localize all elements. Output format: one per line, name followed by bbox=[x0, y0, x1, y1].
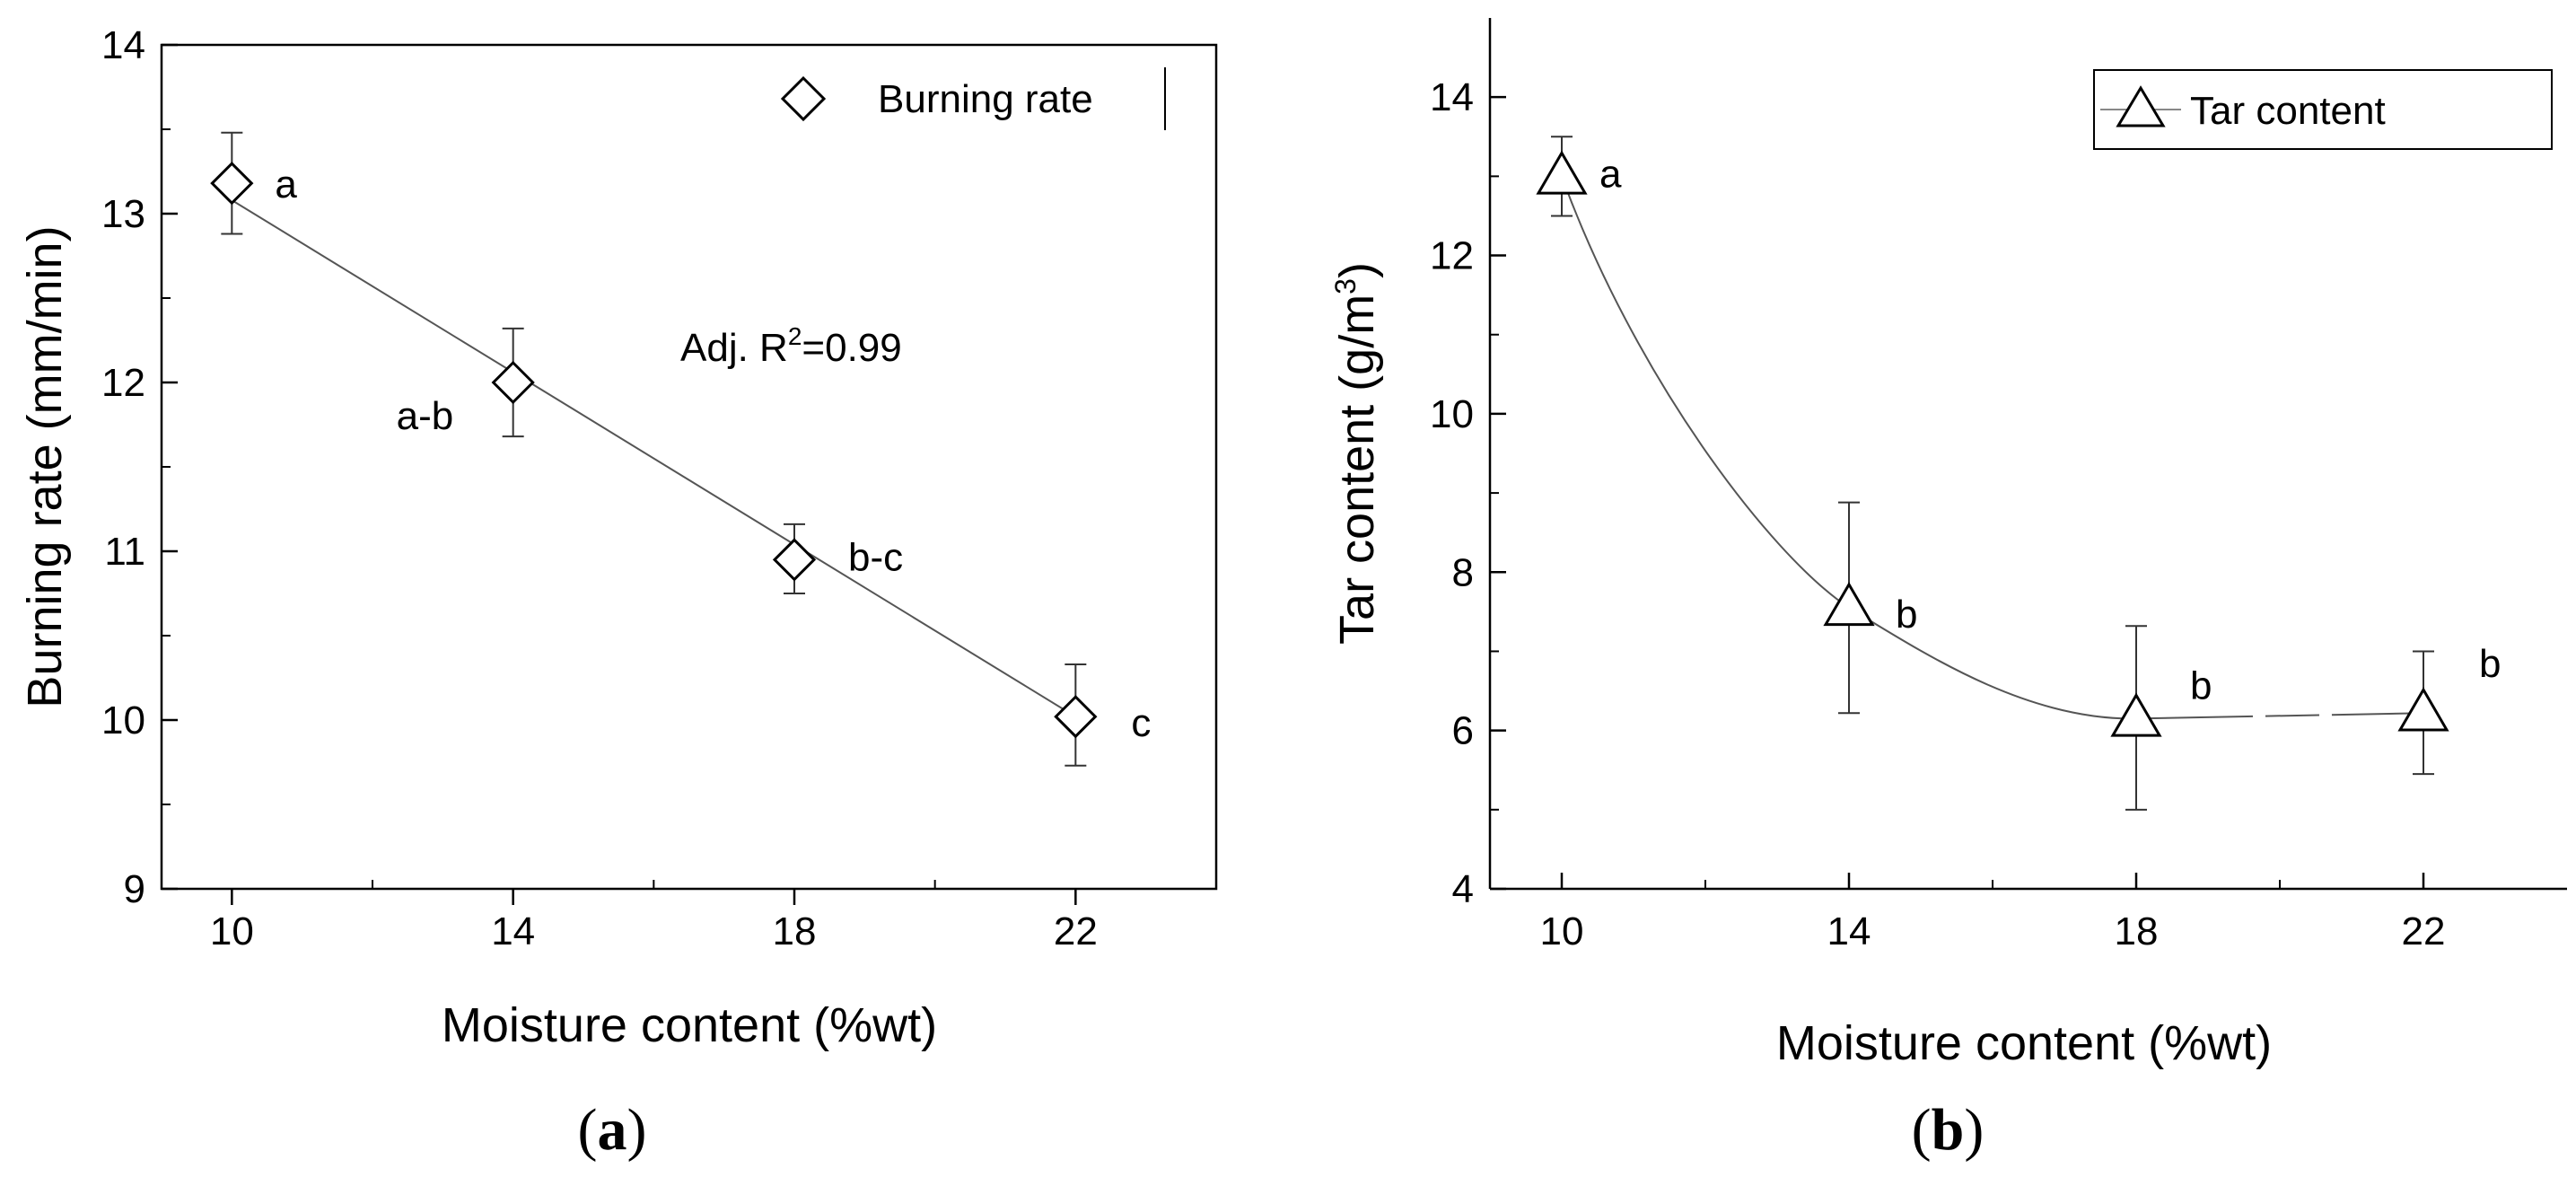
panel-b-chart: 10 14 18 22 4 6 8 10 12 14 a b b b Moisture content … bbox=[1329, 18, 2567, 1163]
panel-a-data-points bbox=[210, 162, 1098, 739]
panel-a-y-axis-title: Burning rate (mm/min) bbox=[18, 225, 72, 707]
y-tick-label: 12 bbox=[1430, 234, 1474, 278]
panel-a-significance-letters: a a-b b-c c bbox=[275, 163, 1151, 745]
data-point-triangle bbox=[2110, 692, 2162, 737]
panel-b-fit-tail bbox=[2135, 712, 2424, 720]
panel-a-caption: (a) bbox=[578, 1097, 647, 1163]
panel-b-legend-label: Tar content bbox=[2190, 89, 2386, 133]
annot-suffix: =0.99 bbox=[802, 326, 901, 370]
panel-b-axis-ticks: 10 14 18 22 4 6 8 10 12 14 bbox=[1430, 75, 2445, 953]
significance-letter: b-c bbox=[848, 535, 903, 579]
b-ylabel-sup: 3 bbox=[1329, 278, 1362, 294]
panel-a-adj-r2-annotation: Adj. R2=0.99 bbox=[680, 322, 902, 370]
x-tick-label: 18 bbox=[2115, 909, 2159, 953]
y-tick-label: 4 bbox=[1452, 867, 1474, 911]
x-tick-label: 22 bbox=[1054, 909, 1098, 953]
panel-a-error-bars bbox=[221, 131, 1087, 767]
significance-letter: a-b bbox=[397, 394, 454, 438]
significance-letter: b bbox=[1896, 593, 1917, 637]
panel-b-x-axis-title: Moisture content (%wt) bbox=[1776, 1016, 2272, 1070]
panel-b-legend-triangle-marker bbox=[2116, 85, 2166, 127]
data-point-triangle bbox=[2397, 687, 2449, 732]
panel-b-significance-letters: a b b b bbox=[1599, 152, 2501, 707]
panel-a-plot-frame bbox=[160, 43, 1218, 891]
data-point-diamond bbox=[491, 360, 535, 405]
significance-letter: a bbox=[1599, 152, 1622, 196]
panel-b-legend: Tar content bbox=[2093, 69, 2553, 150]
data-point-diamond bbox=[1054, 695, 1098, 739]
panel-b-y-axis-title: Tar content (g/m3) bbox=[1329, 262, 1384, 645]
y-tick-label: 10 bbox=[1430, 392, 1474, 436]
data-point-triangle bbox=[1536, 150, 1588, 195]
panel-a-legend-diamond-marker bbox=[780, 75, 827, 122]
significance-letter: a bbox=[275, 163, 297, 206]
panel-a-legend-label: Burning rate bbox=[878, 77, 1093, 121]
y-tick-label: 14 bbox=[1430, 75, 1474, 119]
annot-prefix: Adj. R bbox=[680, 326, 788, 370]
panel-b-fit-curve-group bbox=[1561, 176, 2424, 720]
x-tick-label: 14 bbox=[1827, 909, 1871, 953]
panel-a-fit-line bbox=[231, 199, 1076, 718]
x-tick-label: 14 bbox=[491, 909, 535, 953]
y-tick-label: 12 bbox=[101, 361, 145, 405]
significance-letter: b bbox=[2190, 663, 2212, 707]
y-tick-label: 13 bbox=[101, 192, 145, 236]
panel-a-legend: Burning rate bbox=[780, 67, 1166, 130]
y-tick-label: 6 bbox=[1452, 709, 1474, 753]
b-ylabel-prefix: Tar content (g/m bbox=[1330, 294, 1384, 645]
panel-a-x-axis-title: Moisture content (%wt) bbox=[442, 998, 937, 1052]
panel-a-axis-ticks: 10 14 18 22 9 10 11 12 13 14 bbox=[101, 23, 1098, 953]
significance-letter: b bbox=[2479, 642, 2501, 686]
y-tick-label: 10 bbox=[101, 698, 145, 742]
y-tick-label: 11 bbox=[104, 530, 145, 574]
panel-a-chart: 10 14 18 22 9 10 11 12 13 14 a a-b b-c c Moisture co… bbox=[18, 23, 1218, 1163]
panel-b-caption: (b) bbox=[1912, 1097, 1985, 1163]
y-tick-label: 14 bbox=[101, 23, 145, 67]
panel-b-error-bars bbox=[1551, 136, 2434, 811]
x-tick-label: 22 bbox=[2402, 909, 2446, 953]
annot-sup: 2 bbox=[788, 322, 802, 350]
x-tick-label: 10 bbox=[1540, 909, 1584, 953]
b-ylabel-suffix: ) bbox=[1330, 262, 1384, 278]
data-point-diamond bbox=[210, 162, 254, 206]
significance-letter: c bbox=[1131, 701, 1151, 745]
y-tick-label: 8 bbox=[1452, 550, 1474, 594]
x-tick-label: 18 bbox=[773, 909, 817, 953]
panel-a-fit-line-group bbox=[231, 199, 1076, 718]
data-point-diamond bbox=[772, 538, 817, 582]
y-tick-label: 9 bbox=[124, 867, 145, 911]
panel-b-fit-curve bbox=[1561, 176, 2137, 720]
panel-b-data-points bbox=[1536, 150, 2449, 737]
x-tick-label: 10 bbox=[210, 909, 254, 953]
data-point-triangle bbox=[1823, 581, 1875, 627]
